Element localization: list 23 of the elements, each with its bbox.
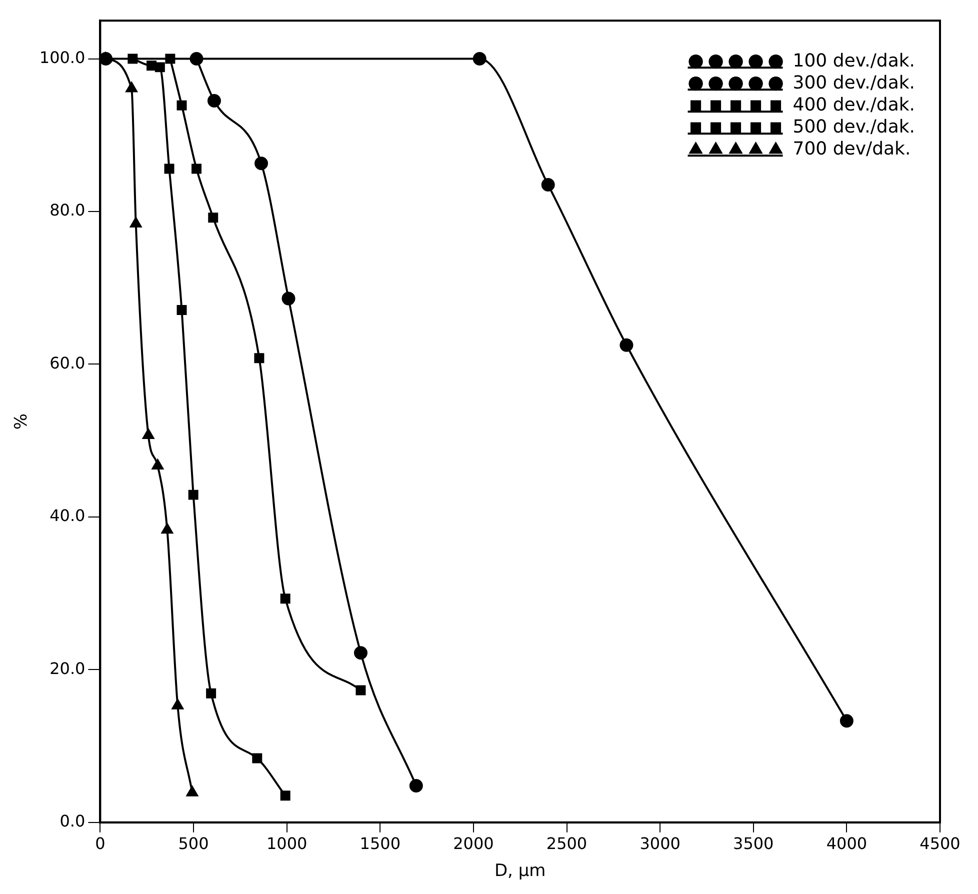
x-tick-label: 4500 bbox=[920, 834, 960, 854]
y-tick-label: 80.0 bbox=[50, 200, 86, 220]
legend-label: 500 dev./dak. bbox=[792, 116, 916, 138]
x-tick-label: 1000 bbox=[266, 834, 308, 854]
x-tick-label: 4000 bbox=[826, 834, 868, 854]
x-tick-label: 0 bbox=[95, 834, 106, 854]
x-tick-label: 3000 bbox=[640, 834, 680, 854]
legend-label: 700 dev/dak. bbox=[792, 138, 911, 160]
y-tick-label: 0.0 bbox=[60, 812, 86, 831]
x-tick-label: 1500 bbox=[360, 834, 400, 854]
legend-label: 100 dev./dak. bbox=[792, 50, 916, 72]
y-axis-title: % bbox=[12, 413, 32, 430]
x-tick-label: 2500 bbox=[546, 834, 588, 854]
x-axis-title: D, µm bbox=[494, 861, 546, 882]
legend-label: 300 dev./dak. bbox=[792, 72, 916, 94]
x-tick-label: 500 bbox=[178, 834, 209, 854]
y-tick-label: 100.0 bbox=[39, 48, 86, 67]
legend-label: 400 dev./dak. bbox=[792, 94, 916, 116]
y-tick-label: 40.0 bbox=[50, 506, 86, 526]
x-tick-label: 3500 bbox=[733, 834, 774, 854]
x-tick-label: 2000 bbox=[453, 834, 494, 854]
y-tick-label: 60.0 bbox=[50, 353, 86, 372]
y-tick-label: 20.0 bbox=[50, 658, 86, 678]
